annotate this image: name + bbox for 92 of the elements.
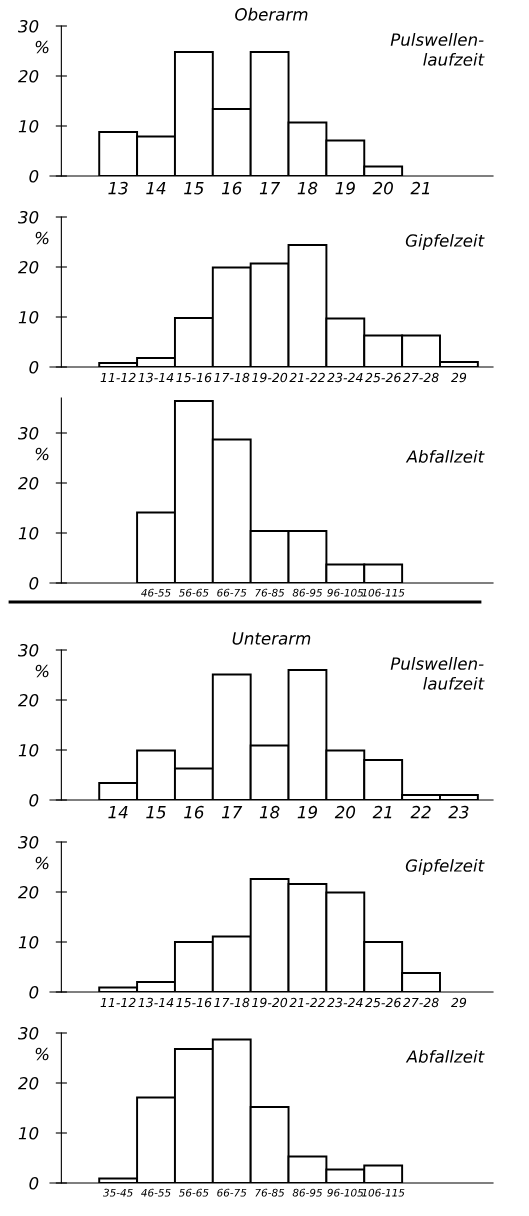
x-tick-label: 17-18 [214,997,250,1008]
x-tick-label: 29 [451,372,467,383]
y-axis-title: % [35,447,49,461]
y-tick-label: 30 [17,643,39,657]
x-tick-label: 15 [184,182,204,195]
x-tick-label: 20 [372,181,393,195]
x-tick-label: 19 [297,805,318,819]
y-tick-label: 30 [17,835,39,849]
x-tick-label: 18 [297,181,318,195]
x-tick-label: 106-115 [361,588,405,597]
x-tick-label: 11-12 [100,997,136,1008]
x-tick-label: 23 [448,805,469,819]
x-tick-label: 29 [451,997,467,1008]
y-tick-label: 20 [17,69,39,83]
y-tick-label: 30 [17,426,39,440]
annotation: Pulswellen- laufzeit [390,32,485,66]
text: Abfallzeit [405,1049,485,1063]
x-tick-label: 17 [221,806,243,819]
y-tick-label: 30 [17,210,39,224]
y-axis-title: % [35,40,49,54]
x-tick-label: 19-20 [252,997,288,1008]
x-tick-label: 27-28 [402,997,439,1008]
x-tick-label: 66-75 [217,1188,247,1197]
y-tick-label: 20 [17,1076,39,1090]
y-tick-label: 10 [18,119,39,133]
x-tick-label: 13 [108,181,128,195]
y-tick-label: 10 [18,310,39,324]
x-tick-label: 86-95 [292,588,323,597]
chart-title: Oberarm [235,7,308,21]
y-axis-title: % [35,664,49,678]
x-tick-label: 25-26 [365,997,401,1008]
x-tick-label: 18 [259,805,280,819]
x-tick-label: 22 [410,805,431,819]
y-tick-label: 10 [18,935,39,949]
x-tick-label: 16 [221,181,242,195]
x-tick-label: 20 [334,805,356,819]
x-tick-label: 15-16 [176,997,212,1008]
x-tick-label: 15 [146,806,166,819]
y-tick-label: 10 [18,1126,39,1140]
x-tick-label: 56-65 [178,588,209,597]
y-tick-label: 20 [17,885,39,899]
x-tick-label: 21 [372,805,392,819]
x-tick-label: 66-75 [217,588,247,597]
x-tick-label: 21-22 [289,372,325,383]
y-tick-label: 0 [29,576,39,590]
y-tick-label: 0 [29,985,39,999]
x-tick-label: 106-115 [361,1188,405,1197]
x-tick-label: 13-14 [138,372,174,383]
x-tick-label: 21-22 [289,997,325,1008]
x-tick-label: 23-24 [327,997,363,1008]
y-tick-label: 10 [18,526,39,540]
y-tick-label: 0 [29,169,39,183]
x-tick-label: 96-105 [327,1188,364,1197]
annotation: Gipfelzeit [405,858,485,876]
y-tick-label: 30 [17,1026,39,1040]
y-tick-label: 20 [17,693,39,707]
x-tick-label: 16 [184,805,204,819]
x-tick-label: 19 [335,181,355,195]
x-tick-label: 96-105 [327,588,364,597]
y-tick-label: 0 [29,1176,39,1190]
x-tick-label: 76-85 [255,1188,285,1197]
annotation: Pulswellen- laufzeit [390,656,485,690]
x-tick-label: 21 [410,181,430,195]
x-tick-label: 11-12 [100,372,136,383]
y-axis-title: % [35,231,49,245]
y-axis-title: % [35,856,49,870]
x-tick-label: 17 [259,182,281,195]
annotation: Gipfelzeit [405,233,485,251]
x-tick-label: 17-18 [214,372,250,383]
x-tick-label: 25-26 [365,372,401,383]
x-tick-label: 14 [146,182,166,195]
y-tick-label: 0 [29,360,39,374]
y-axis-title: % [35,1047,49,1061]
x-tick-label: 13-14 [138,997,174,1008]
text: Abfallzeit [405,449,485,463]
y-tick-label: 0 [29,793,39,807]
x-tick-label: 14 [108,806,128,819]
x-tick-label: 56-65 [178,1188,209,1197]
x-tick-label: 23-24 [327,372,363,383]
x-tick-label: 86-95 [292,1188,323,1197]
y-tick-label: 10 [18,743,39,757]
x-tick-label: 19-20 [252,372,288,383]
y-tick-label: 20 [17,476,39,490]
y-tick-label: 30 [17,19,39,33]
x-tick-label: 15-16 [176,372,212,383]
x-tick-label: 35-45 [103,1188,133,1197]
chart-title: Unterarm [232,632,311,645]
x-tick-label: 76-85 [255,588,285,597]
x-tick-label: 46-55 [141,588,171,597]
y-tick-label: 20 [17,260,39,274]
x-tick-label: 46-55 [141,1188,171,1197]
x-tick-label: 27-28 [402,372,439,383]
